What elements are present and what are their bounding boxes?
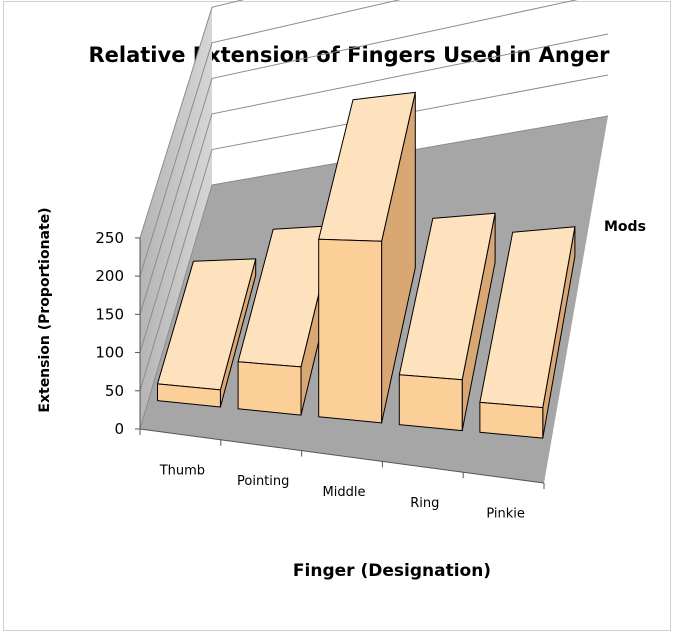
gridline — [139, 33, 609, 353]
y-tick-label: 0 — [114, 420, 124, 438]
bar — [237, 361, 302, 416]
x-axis-line — [139, 428, 545, 484]
bar — [157, 383, 221, 408]
x-axis-title: Finger (Designation) — [293, 561, 491, 581]
bar — [479, 401, 544, 439]
y-tick-label: 50 — [105, 382, 124, 400]
y-axis-title: Extension (Proportionate) — [37, 207, 53, 412]
y-tick-label: 250 — [95, 229, 124, 247]
plot-area: 0 50 100 150 200 250 Thumb Pointing Middle Ring Pi… — [95, 0, 609, 522]
gridline — [139, 0, 578, 315]
x-tick-label: Pinkie — [486, 507, 525, 522]
y-tick-label: 100 — [95, 344, 124, 362]
gridline — [139, 74, 609, 391]
x-tick-label: Middle — [323, 485, 366, 500]
legend-entry: Mods — [604, 219, 646, 235]
y-tick-label: 200 — [95, 267, 124, 285]
gridline — [139, 0, 245, 239]
y-tick-label: 150 — [95, 305, 124, 323]
gridline — [139, 115, 609, 430]
x-tick-label: Ring — [410, 496, 439, 511]
bar — [318, 238, 383, 424]
chart-title: Relative Extension of Fingers Used in An… — [88, 43, 610, 67]
gridline — [139, 0, 401, 277]
x-tick-label: Pointing — [237, 474, 289, 489]
side-wall — [140, 7, 212, 430]
bar — [398, 374, 463, 432]
x-tick-label: Thumb — [159, 463, 205, 478]
